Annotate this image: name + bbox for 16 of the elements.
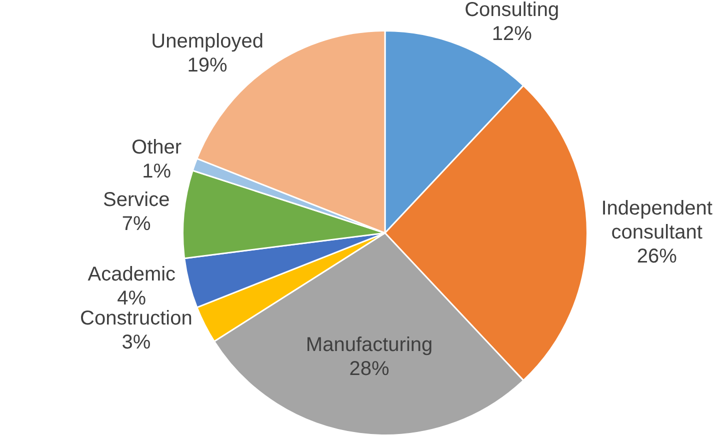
- slice-label: Independent consultant: [601, 198, 713, 244]
- data-label: 4%: [117, 287, 146, 310]
- data-label: 28%: [349, 358, 390, 380]
- data-label: 7%: [122, 213, 152, 236]
- slice-label: Service: [103, 189, 170, 212]
- slice-label: Other: [132, 136, 182, 158]
- slice-label: Academic: [88, 263, 176, 286]
- data-label: 19%: [187, 54, 228, 77]
- slice-label: Unemployed: [151, 30, 264, 53]
- data-label: 3%: [122, 332, 151, 354]
- slice-label: Manufacturing: [306, 334, 433, 356]
- data-label: 26%: [636, 246, 678, 268]
- data-label: 12%: [492, 23, 532, 46]
- slice-label: Consulting: [464, 0, 560, 22]
- slice-label: Construction: [80, 308, 192, 330]
- data-label: 1%: [142, 160, 172, 182]
